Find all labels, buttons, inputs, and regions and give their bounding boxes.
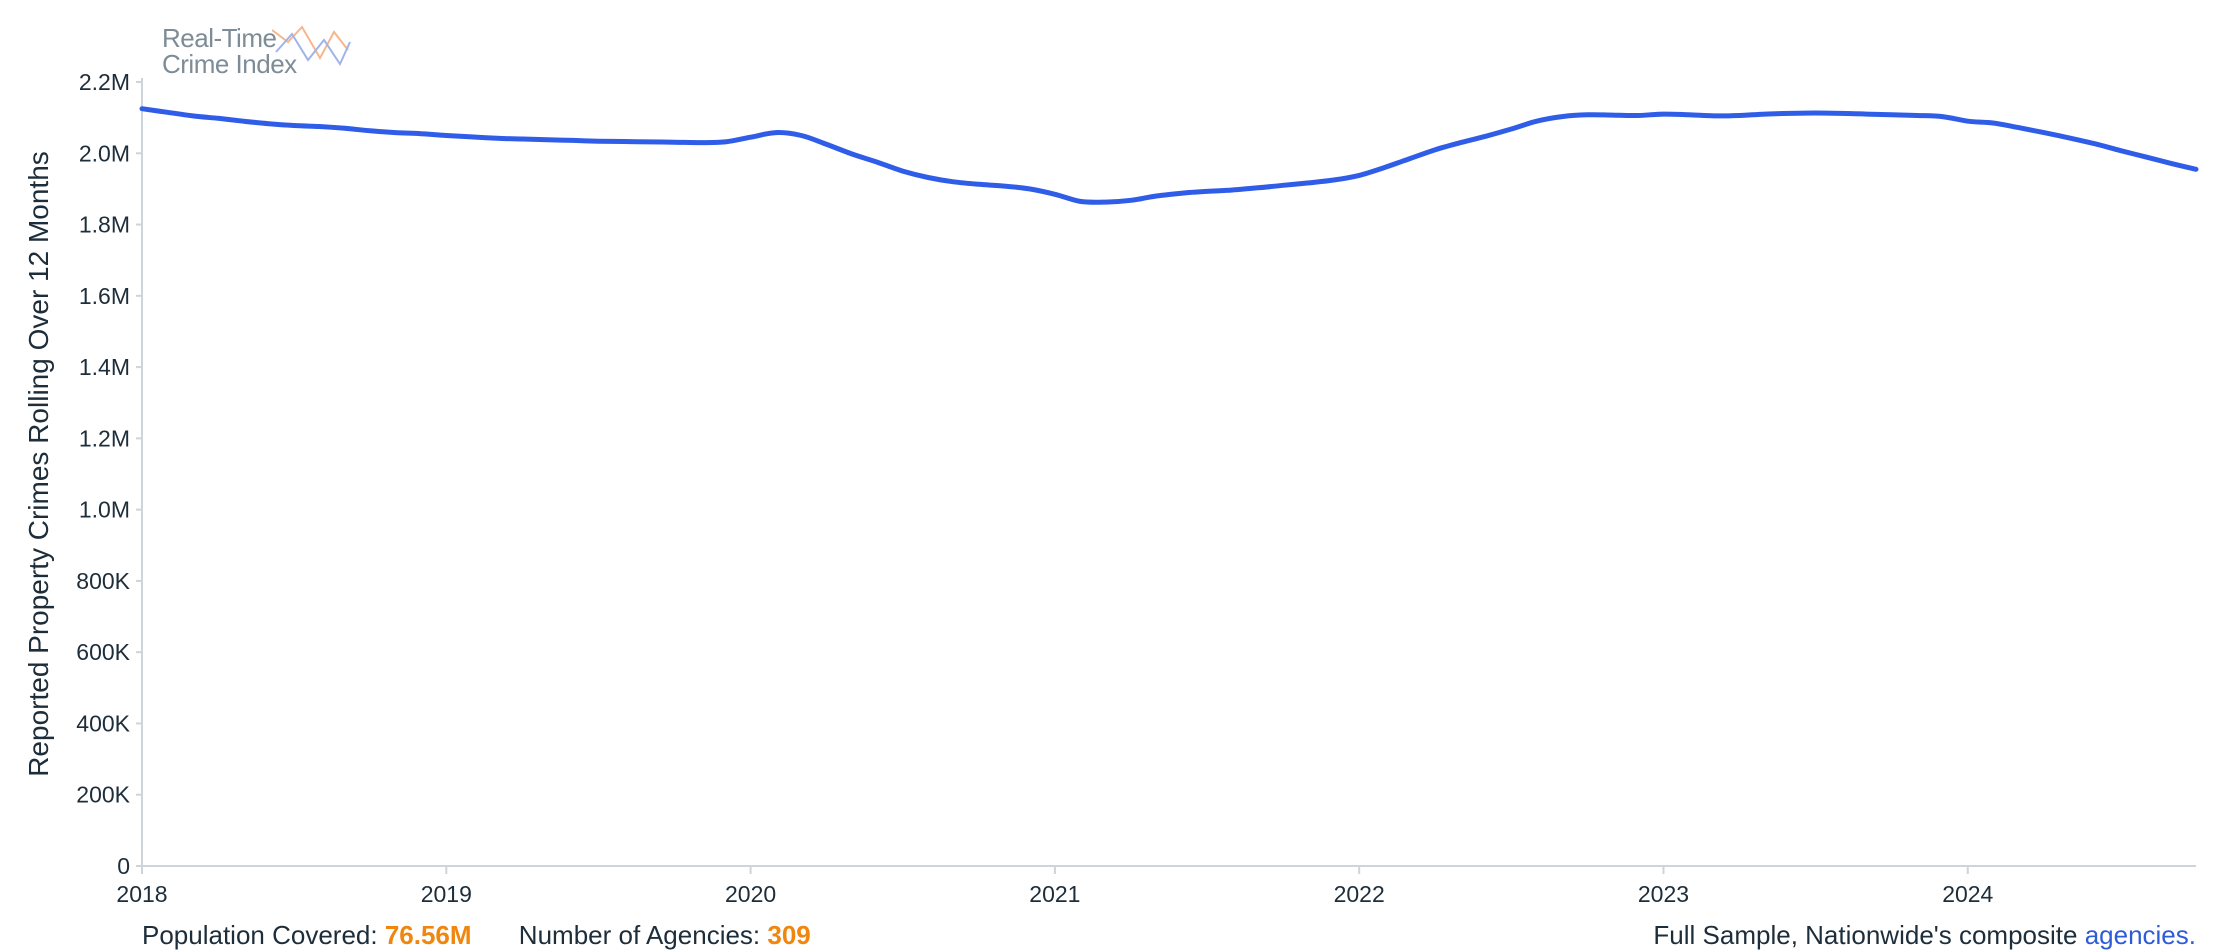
y-axis-title: Reported Property Crimes Rolling Over 12… <box>23 151 54 777</box>
agencies-label: Number of Agencies: <box>518 920 768 950</box>
line-chart: 0 200K 400K 600K 800K 1.0M 1.2M 1.4M 1.6M 1.8M 2.0… <box>23 69 2199 907</box>
y-tick-label: 400K <box>76 710 130 736</box>
agencies-stat: Number of Agencies: 309 <box>519 920 811 950</box>
series-line-0 <box>139 106 2199 205</box>
y-tick-label: 1.8M <box>79 212 130 238</box>
logo-zigzag-icon <box>272 25 351 67</box>
footer-sample-note: Full Sample, Nationwide's composite agen… <box>1653 920 2196 951</box>
x-tick-label: 2021 <box>1029 881 1080 907</box>
logo-line-2: Crime Index <box>162 49 297 79</box>
y-tick-label: 2.0M <box>79 140 130 166</box>
y-tick-label: 2.2M <box>79 69 130 95</box>
x-tick-label: 2022 <box>1334 881 1385 907</box>
y-tick-label: 1.4M <box>79 354 130 380</box>
y-tick-label: 0 <box>117 853 130 879</box>
x-tick-label: 2023 <box>1638 881 1689 907</box>
footer-stats: Population Covered: 76.56M Number of Age… <box>142 920 851 951</box>
y-tick-label: 600K <box>76 639 130 665</box>
x-tick-label: 2018 <box>116 881 167 907</box>
y-tick-label: 1.6M <box>79 283 130 309</box>
logo-line-1: Real-Time <box>162 23 277 53</box>
agencies-link[interactable]: agencies. <box>2084 920 2196 950</box>
logo: Real-Time Crime Index <box>162 22 362 84</box>
x-tick-label: 2024 <box>1942 881 1993 907</box>
population-label: Population Covered: <box>142 920 385 950</box>
x-tick-label: 2019 <box>421 881 472 907</box>
sample-text: Full Sample, Nationwide's composite <box>1653 920 2085 950</box>
y-tick-label: 1.0M <box>79 497 130 523</box>
agencies-value: 309 <box>767 920 811 950</box>
y-tick-label: 1.2M <box>79 425 130 451</box>
y-tick-label: 800K <box>76 568 130 594</box>
x-tick-label: 2020 <box>725 881 776 907</box>
population-value: 76.56M <box>384 920 472 950</box>
y-tick-label: 200K <box>76 782 130 808</box>
population-stat: Population Covered: 76.56M <box>142 920 479 950</box>
